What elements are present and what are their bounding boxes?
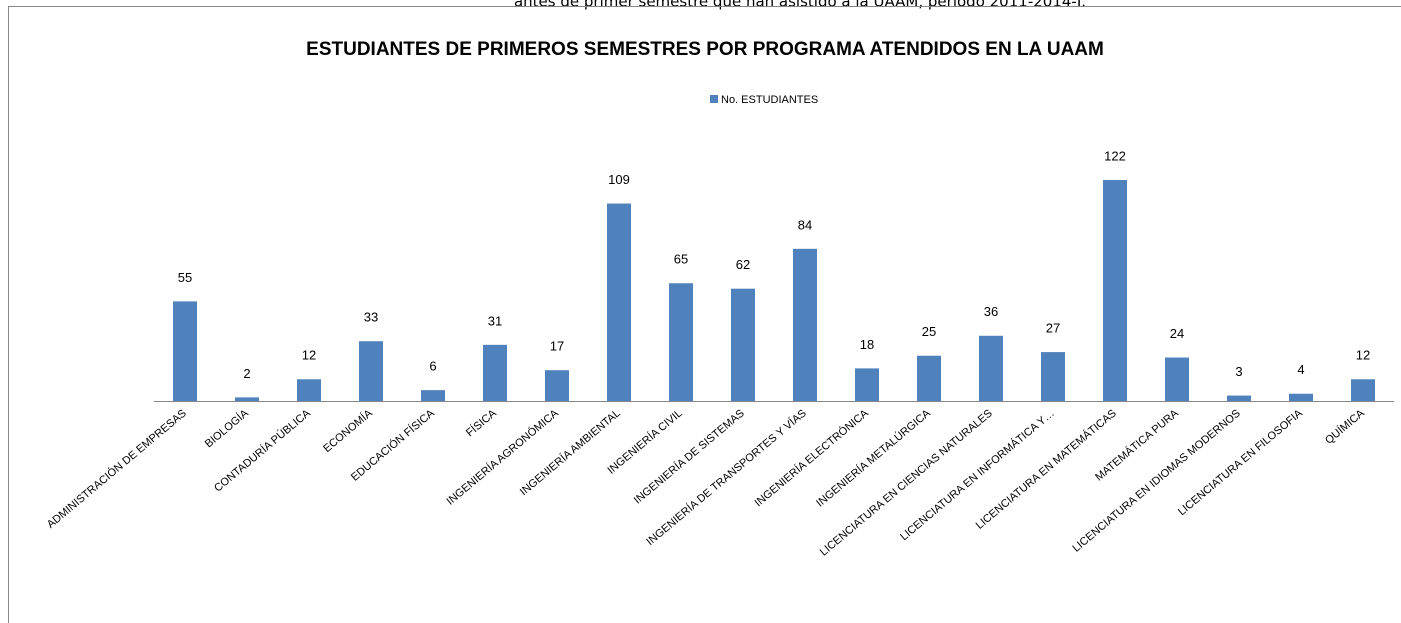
x-tick-label: INGENIERÍA DE SISTEMAS [631,407,747,507]
x-tick-label: FÍSICA [463,406,499,439]
bar [979,335,1003,401]
bar [793,248,817,401]
x-tick-label: INGENIERÍA ELECTRÓNICA [752,406,871,509]
bar [1165,357,1189,401]
legend-label: No. ESTUDIANTES [721,94,818,106]
bar [483,344,507,401]
value-label: 55 [178,270,192,285]
value-label: 18 [860,337,874,352]
value-label: 65 [674,252,688,267]
value-label: 4 [1297,362,1304,377]
bar [669,283,693,401]
value-label: 27 [1046,321,1060,336]
bar [1041,352,1065,401]
bar [1103,180,1127,401]
bar [607,203,631,401]
value-label: 25 [922,324,936,339]
bar [173,301,197,401]
value-label: 62 [736,257,750,272]
value-label: 3 [1235,364,1242,379]
bar [545,370,569,401]
x-tick-label: BIOLOGÍA [202,406,251,450]
bar [855,368,879,401]
value-label: 109 [608,172,630,187]
value-label: 24 [1170,326,1184,341]
bar [1351,379,1375,401]
value-label: 84 [798,217,812,232]
value-label: 12 [1356,348,1370,363]
chart-frame [8,6,1401,623]
legend-swatch [710,95,718,103]
bar [359,341,383,401]
bar [421,390,445,401]
x-tick-label: QUÍMICA [1322,406,1367,447]
x-tick-label: ADMINISTRACIÓN DE EMPRESAS [44,407,189,531]
value-label: 2 [243,366,250,381]
value-label: 36 [984,304,998,319]
x-tick-label: ECONOMÍA [321,406,376,455]
x-tick-label: INGENIERÍA AMBIENTAL [517,407,623,499]
value-label: 33 [364,310,378,325]
chart-title: ESTUDIANTES DE PRIMEROS SEMESTRES POR PR… [306,39,1104,60]
bar [731,288,755,401]
value-label: 122 [1104,148,1126,163]
value-label: 17 [550,339,564,354]
value-label: 6 [429,359,436,374]
bar [1289,393,1313,401]
x-tick-label: INGENIERÍA AGRONÓMICA [444,406,561,508]
x-tick-label: INGENIERÍA METALÚRGICA [814,406,934,509]
x-tick-label: CONTADURÍA PÚBLICA [211,406,313,494]
bar [1227,395,1251,401]
caption: antes de primer semestre que han asistid… [514,0,1086,11]
bar [235,397,259,401]
bar [297,379,321,401]
x-tick-label: LICENCIATURA EN FILOSOFIA [1176,407,1305,518]
value-label: 12 [302,348,316,363]
bar [917,355,941,401]
value-label: 31 [488,313,502,328]
